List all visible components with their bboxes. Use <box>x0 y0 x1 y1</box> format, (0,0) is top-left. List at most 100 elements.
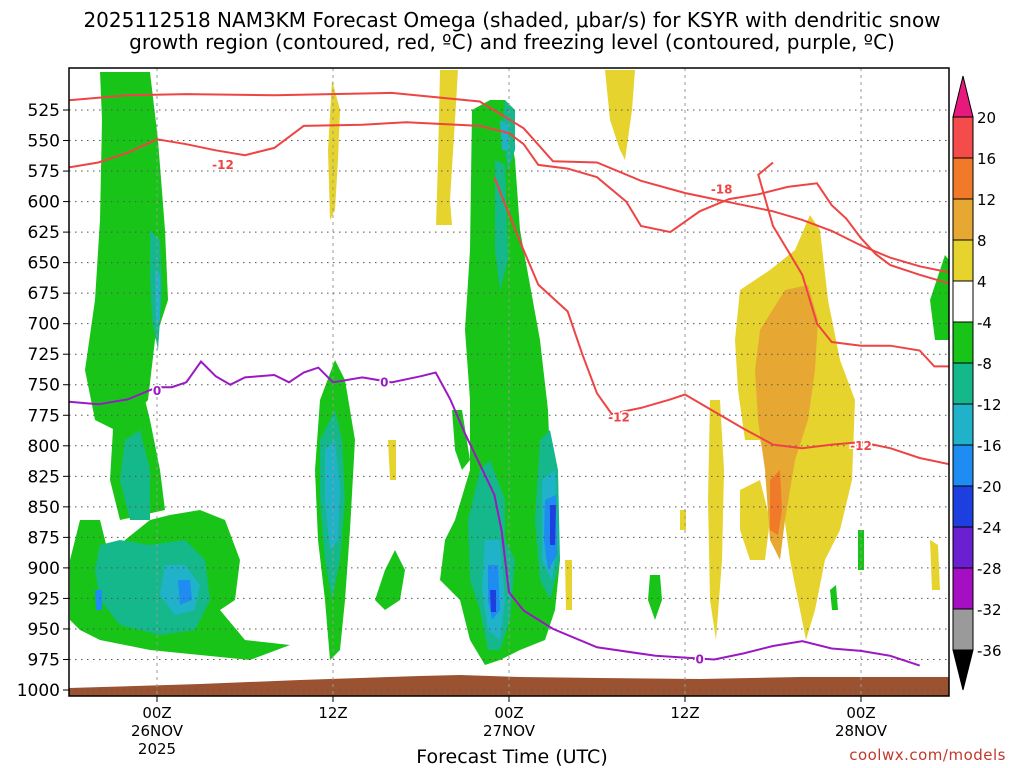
y-tick-label: 600 <box>28 193 60 213</box>
colorbar-label: -36 <box>977 642 1002 660</box>
y-tick-label: 775 <box>28 406 60 426</box>
omega-area <box>95 590 102 610</box>
colorbar-bin <box>952 321 974 364</box>
omega-area <box>490 590 496 612</box>
colorbar-label: 4 <box>977 273 987 291</box>
contour-label: 0 <box>695 652 703 666</box>
x-axis-label: Forecast Time (UTC) <box>416 746 608 768</box>
colorbar-label: -28 <box>977 560 1002 578</box>
colorbar-label: 8 <box>977 232 987 250</box>
omega-area <box>85 72 168 430</box>
colorbar-bin <box>952 567 974 610</box>
x-tick-date: 28NOV <box>835 722 888 740</box>
colorbar-under-arrow <box>952 649 974 691</box>
omega-area <box>436 70 458 225</box>
y-tick-label: 950 <box>28 620 60 640</box>
colorbar: 20 16 12 8 4 -4 -8 -12 -16 -20 -24 -28 -32 -36 <box>952 75 1002 691</box>
colorbar-label: 20 <box>977 109 996 127</box>
omega-area <box>120 430 150 520</box>
omega-area <box>680 510 686 530</box>
x-tick-label: 00Z <box>494 704 523 722</box>
omega-area <box>770 470 782 535</box>
y-tick-label: 800 <box>28 437 60 457</box>
contour-label: 0 <box>380 375 388 389</box>
colorbar-bin <box>952 403 974 446</box>
axes: 525 550 575 600 625 650 675 700 725 750 775 800 825 8… <box>17 67 950 758</box>
omega-area <box>178 580 192 605</box>
colorbar-label: -20 <box>977 478 1002 496</box>
omega-area <box>930 540 940 590</box>
y-tick-label: 750 <box>28 376 60 396</box>
x-tick-date: 26NOV <box>131 722 184 740</box>
omega-area <box>858 530 864 570</box>
colorbar-label: -24 <box>977 519 1002 537</box>
y-tick-label: 725 <box>28 345 60 365</box>
credit-link[interactable]: coolwx.com/models <box>849 746 1006 764</box>
colorbar-bin <box>952 280 974 323</box>
contour-dgz-top <box>69 91 949 274</box>
y-tick-label: 650 <box>28 254 60 274</box>
y-tick-label: 850 <box>28 498 60 518</box>
contour-lines: -12 -18 -12 -12 0 0 0 <box>69 91 949 668</box>
chart-title-line1: 2025112518 NAM3KM Forecast Omega (shaded… <box>83 8 941 32</box>
contour-freezing-level <box>69 359 921 667</box>
colorbar-label: -4 <box>977 314 992 332</box>
omega-area <box>452 410 470 470</box>
omega-area <box>500 120 508 150</box>
contour-label: -12 <box>212 158 234 172</box>
omega-area <box>565 560 572 610</box>
contour-dgz-lower <box>493 176 949 466</box>
grid <box>69 68 949 696</box>
colorbar-over-arrow <box>952 75 974 118</box>
omega-area <box>375 550 405 610</box>
y-tick-label: 675 <box>28 284 60 304</box>
colorbar-label: -8 <box>977 355 992 373</box>
omega-area <box>930 255 949 340</box>
x-tick-date: 27NOV <box>483 722 536 740</box>
y-tick-label: 925 <box>28 589 60 609</box>
contour-dgz-right <box>757 161 949 368</box>
omega-area <box>495 160 508 290</box>
contour-label: -12 <box>608 411 630 425</box>
omega-area <box>648 575 662 620</box>
colorbar-bin <box>952 608 974 651</box>
omega-area <box>605 70 635 160</box>
omega-area <box>155 270 160 325</box>
y-tick-label: 975 <box>28 650 60 670</box>
colorbar-label: -12 <box>977 396 1002 414</box>
colorbar-bin <box>952 239 974 282</box>
omega-area <box>328 80 340 220</box>
y-tick-label: 575 <box>28 162 60 182</box>
colorbar-bin <box>952 157 974 200</box>
y-tick-label: 900 <box>28 559 60 579</box>
y-tick-label: 700 <box>28 315 60 335</box>
contour-label: -18 <box>711 182 733 196</box>
colorbar-label: -16 <box>977 437 1002 455</box>
colorbar-bin <box>952 116 974 159</box>
colorbar-label: -32 <box>977 601 1002 619</box>
omega-area <box>388 440 396 480</box>
colorbar-label: 16 <box>977 150 996 168</box>
colorbar-label: 12 <box>977 191 996 209</box>
x-tick-label: 12Z <box>318 704 347 722</box>
y-tick-label: 875 <box>28 528 60 548</box>
omega-area <box>740 480 770 560</box>
omega-area <box>830 585 838 610</box>
y-tick-label: 1000 <box>17 681 60 701</box>
contour-label: 0 <box>153 384 161 398</box>
x-tick-label: 12Z <box>670 704 699 722</box>
omega-area <box>708 400 724 640</box>
x-tick-label: 00Z <box>846 704 875 722</box>
contour-label: -12 <box>850 439 872 453</box>
y-tick-label: 825 <box>28 467 60 487</box>
colorbar-bin <box>952 444 974 487</box>
y-tick-label: 550 <box>28 132 60 152</box>
y-tick-label: 525 <box>28 101 60 121</box>
x-tick-label: 00Z <box>142 704 171 722</box>
x-tick-year: 2025 <box>138 740 176 758</box>
colorbar-bin <box>952 526 974 569</box>
colorbar-bin <box>952 485 974 528</box>
y-tick-label: 625 <box>28 223 60 243</box>
omega-area <box>550 505 556 545</box>
